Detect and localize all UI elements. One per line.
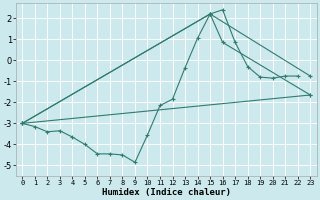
X-axis label: Humidex (Indice chaleur): Humidex (Indice chaleur)	[102, 188, 231, 197]
